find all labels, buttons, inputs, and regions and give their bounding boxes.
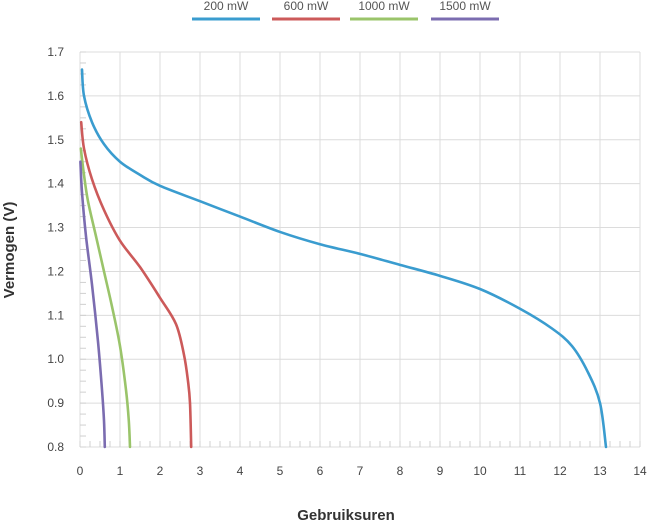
legend-label: 1500 mW xyxy=(439,0,491,13)
y-tick-label: 1.3 xyxy=(47,221,64,235)
y-tick-label: 1.6 xyxy=(47,89,64,103)
legend: 200 mW 600 mW 1000 mW 1500 mW xyxy=(192,0,499,21)
grid xyxy=(79,51,641,448)
y-tick-label: 1.1 xyxy=(47,308,64,322)
series-line-2 xyxy=(79,147,132,449)
y-tick-label: 1.2 xyxy=(47,264,64,278)
x-tick-label: 6 xyxy=(317,464,324,478)
x-tick-label: 2 xyxy=(157,464,164,478)
x-axis-title: Gebruiksuren xyxy=(297,507,395,521)
x-tick-label: 7 xyxy=(357,464,364,478)
x-tick-label: 10 xyxy=(473,464,487,478)
x-tick-label: 1 xyxy=(117,464,124,478)
x-tick-label: 8 xyxy=(397,464,404,478)
x-tick-label: 4 xyxy=(237,464,244,478)
x-tick-label: 5 xyxy=(277,464,284,478)
legend-label: 200 mW xyxy=(204,0,249,13)
series-line-3 xyxy=(79,160,107,449)
legend-label: 600 mW xyxy=(284,0,329,13)
y-axis-title: Vermogen (V) xyxy=(1,202,18,299)
series-group xyxy=(79,68,608,449)
x-tick-label: 12 xyxy=(553,464,567,478)
legend-item: 1000 mW xyxy=(350,0,418,21)
legend-item: 1500 mW xyxy=(431,0,499,21)
y-tick-labels: 0.8 0.9 1.0 1.1 1.2 1.3 1.4 1.5 1.6 1.7 xyxy=(47,45,64,454)
legend-item: 600 mW xyxy=(272,0,340,21)
y-tick-label: 0.9 xyxy=(47,396,64,410)
series-line-0 xyxy=(80,68,608,449)
series-line-1 xyxy=(79,120,193,449)
x-tick-label: 0 xyxy=(77,464,84,478)
x-tick-label: 9 xyxy=(437,464,444,478)
x-tick-label: 3 xyxy=(197,464,204,478)
x-tick-label: 13 xyxy=(593,464,607,478)
x-tick-label: 14 xyxy=(633,464,647,478)
legend-label: 1000 mW xyxy=(358,0,410,13)
x-tick-label: 11 xyxy=(514,464,527,478)
x-tick-labels: 0 1 2 3 4 5 6 7 8 9 10 11 12 13 14 xyxy=(77,464,647,478)
y-tick-label: 1.4 xyxy=(47,177,64,191)
y-tick-label: 1.0 xyxy=(47,352,64,366)
legend-item: 200 mW xyxy=(192,0,260,21)
y-tick-label: 1.5 xyxy=(47,133,64,147)
y-tick-label: 1.7 xyxy=(47,45,64,59)
y-tick-label: 0.8 xyxy=(47,440,64,454)
